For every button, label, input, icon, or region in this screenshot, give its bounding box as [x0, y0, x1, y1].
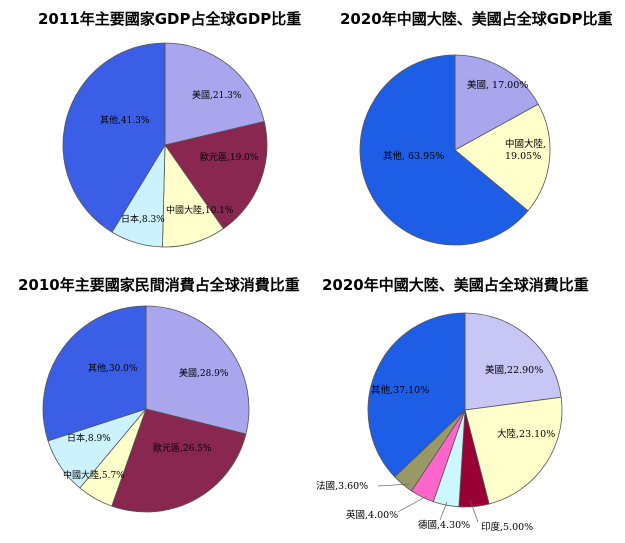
pie-4-leader-line-1: [469, 499, 479, 523]
pie-4-label-1: 美國,22.90%: [485, 364, 543, 376]
chart-3-title: 2010年主要國家民間消費占全球消費比重: [18, 276, 300, 294]
pie-1-label-4: 日本,8.3%: [121, 213, 165, 225]
pie-2-slice-1: [454, 54, 539, 151]
pie-4-leader-line-4: [377, 483, 411, 487]
pie-chart-3: 美國,28.9% 歐元區,26.5% 中國大陸,5.7% 日本,8.9% 其他,30.0…: [42, 305, 250, 513]
pie-4-leader-line-2: [439, 501, 448, 521]
chart-1-title: 2011年主要國家GDP占全球GDP比重: [38, 10, 302, 28]
pie-4-label-3: 印度,5.00%: [481, 521, 533, 533]
pie-1-label-3: 中國大陸,10.1%: [166, 204, 234, 216]
pie-4-label-4: 德國,4.30%: [418, 519, 470, 531]
pie-1-label-1: 美國,21.3%: [192, 89, 242, 101]
pie-2-slice-3: [359, 54, 529, 246]
pie-2-label-2: 中國大陸, 19.05%: [505, 138, 546, 162]
pie-3-slice-1: [145, 305, 250, 435]
pie-2-slice-2: [454, 103, 551, 212]
pie-1-slice-5: [62, 42, 166, 233]
pie-3-slice-5: [42, 305, 147, 442]
pie-4-leader-line-3: [397, 495, 428, 513]
pie-4-slice-7: [367, 312, 466, 478]
pie-1-label-2: 歐元區,19.0%: [200, 151, 259, 163]
pie-2-label-3: 其他, 63.95%: [383, 150, 444, 162]
chart-4-title: 2020年中國大陸、美國占全球消費比重: [322, 276, 589, 294]
pie-4-label-2: 大陸,23.10%: [497, 428, 555, 440]
chart-2-title: 2020年中國大陸、美國占全球GDP比重: [340, 10, 613, 28]
pie-chart-1: 美國,21.3% 歐元區,19.0% 中國大陸,10.1%日本,8.3% 其他,41.…: [62, 42, 268, 248]
pie-4-slice-1: [464, 312, 562, 411]
pie-chart-4: 美國,22.90% 大陸,23.10% 印度,5.00% 德國,4.30% 英國,4.0…: [316, 312, 563, 533]
pie-4-label-7: 其他,37.10%: [371, 384, 429, 396]
pie-1-slice-1: [164, 42, 265, 146]
pie-3-label-2: 歐元區,26.5%: [153, 442, 212, 454]
pie-3-slice-2: [111, 408, 247, 513]
pie-chart-2: 美國, 17.00% 中國大陸, 19.05% 其他, 63.95%: [359, 54, 551, 246]
pie-3-label-1: 美國,28.9%: [179, 367, 229, 379]
pie-1-label-5: 其他,41.3%: [100, 114, 150, 126]
pie-4-label-6: 法國,3.60%: [316, 480, 368, 492]
pie-3-label-3: 中國大陸,5.7%: [63, 469, 125, 481]
pie-1-slice-2: [164, 121, 268, 230]
pie-4-slice-2: [464, 396, 563, 505]
pie-2-label-1: 美國, 17.00%: [467, 79, 528, 91]
pie-3-label-4: 日本,8.9%: [67, 432, 111, 444]
pie-4-label-5: 英國,4.00%: [346, 509, 398, 521]
pie-3-label-5: 其他,30.0%: [88, 362, 138, 374]
